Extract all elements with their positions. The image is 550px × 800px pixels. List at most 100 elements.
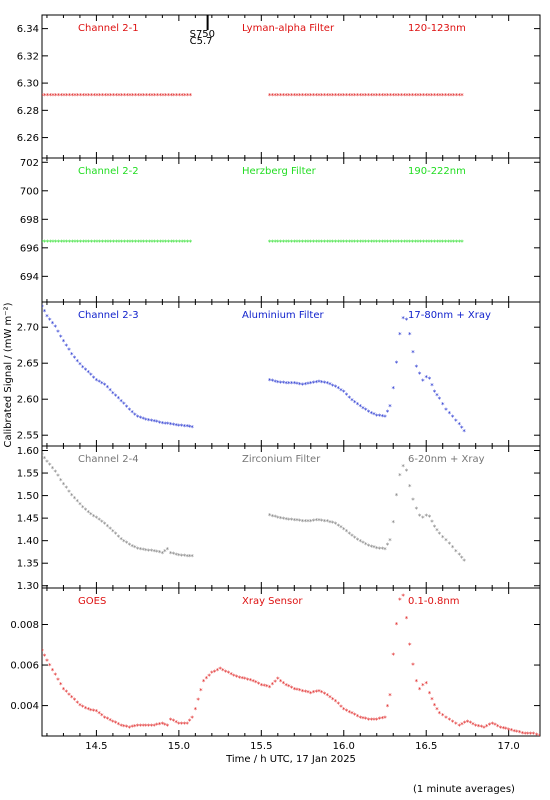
averaging-note: (1 minute averages)	[413, 784, 515, 795]
data-point: *	[78, 92, 82, 100]
data-point: *	[183, 92, 187, 100]
data-point: *	[419, 239, 423, 247]
data-point: *	[377, 545, 381, 553]
data-point: *	[267, 92, 271, 100]
data-point: *	[309, 380, 313, 388]
data-point: *	[408, 483, 412, 491]
data-point: *	[398, 472, 402, 480]
data-point: *	[147, 722, 151, 730]
data-point: *	[287, 683, 291, 691]
data-point: *	[447, 716, 451, 724]
data-point: *	[48, 239, 52, 247]
y-tick-label: 1.55	[17, 469, 39, 480]
data-point: *	[421, 515, 425, 523]
data-point: *	[300, 381, 304, 389]
data-point: *	[273, 678, 277, 686]
panel-label: 17-80nm + Xray	[408, 310, 491, 321]
data-point: *	[81, 92, 85, 100]
data-point: *	[165, 546, 169, 554]
data-point: *	[298, 381, 302, 389]
data-point: *	[40, 647, 44, 655]
data-point: *	[92, 513, 96, 521]
data-point: *	[48, 662, 52, 670]
data-point: *	[427, 514, 431, 522]
data-point: *	[133, 92, 137, 100]
data-point: *	[309, 239, 313, 247]
data-point: *	[105, 523, 109, 531]
data-point: *	[496, 723, 500, 731]
data-point: *	[402, 239, 406, 247]
data-point: *	[411, 662, 415, 670]
data-point: *	[320, 517, 324, 525]
data-point: *	[385, 542, 389, 550]
data-point: *	[361, 405, 365, 413]
data-point: *	[353, 399, 357, 407]
data-point: *	[142, 239, 146, 247]
data-point: *	[350, 397, 354, 405]
data-point: *	[404, 615, 408, 623]
y-tick-label: 2.60	[17, 395, 39, 406]
data-point: *	[287, 239, 291, 247]
data-point: *	[75, 498, 79, 506]
data-point: *	[369, 92, 373, 100]
data-point: *	[53, 324, 57, 332]
data-point: *	[391, 519, 395, 527]
data-point: *	[320, 689, 324, 697]
data-point: *	[350, 239, 354, 247]
data-point: *	[245, 676, 249, 684]
data-point: *	[432, 92, 436, 100]
data-point: *	[221, 667, 225, 675]
data-point: *	[306, 92, 310, 100]
data-point: *	[128, 239, 132, 247]
data-point: *	[97, 517, 101, 525]
data-point: *	[56, 473, 60, 481]
data-point: *	[186, 239, 190, 247]
data-point: *	[369, 716, 373, 724]
data-point: *	[292, 92, 296, 100]
data-point: *	[50, 465, 54, 473]
data-point: *	[388, 692, 392, 700]
data-point: *	[441, 92, 445, 100]
data-point: *	[342, 526, 346, 534]
data-point: *	[119, 398, 123, 406]
data-point: *	[441, 239, 445, 247]
data-point: *	[163, 420, 167, 428]
data-point: *	[441, 401, 445, 409]
data-point: *	[43, 239, 47, 247]
data-point: *	[306, 689, 310, 697]
y-tick-label: 2.70	[17, 323, 39, 334]
data-point: *	[75, 358, 79, 366]
data-point: *	[424, 92, 428, 100]
data-point: *	[160, 420, 164, 428]
data-point: *	[226, 670, 230, 678]
data-point: *	[61, 338, 65, 346]
data-point: *	[408, 92, 412, 100]
data-point: *	[432, 239, 436, 247]
series-1: ****************************************…	[267, 315, 466, 436]
data-point: *	[421, 378, 425, 386]
data-point: *	[388, 239, 392, 247]
data-point: *	[531, 730, 535, 738]
data-point: *	[399, 239, 403, 247]
data-point: *	[114, 720, 118, 728]
data-point: *	[418, 686, 422, 694]
y-tick-label: 1.45	[17, 514, 39, 525]
data-point: *	[435, 392, 439, 400]
data-point: *	[317, 688, 321, 696]
data-point: *	[487, 722, 491, 730]
data-point: *	[322, 691, 326, 699]
data-point: *	[437, 396, 441, 404]
data-point: *	[383, 239, 387, 247]
data-point: *	[364, 239, 368, 247]
data-point: *	[298, 687, 302, 695]
data-point: *	[295, 92, 299, 100]
panel-label: 6-20nm + Xray	[408, 454, 485, 465]
data-point: *	[284, 92, 288, 100]
data-point: *	[97, 710, 101, 718]
data-point: *	[172, 239, 176, 247]
data-point: *	[76, 92, 80, 100]
data-point: *	[507, 726, 511, 734]
y-tick-label: 6.32	[17, 51, 39, 62]
data-point: *	[122, 401, 126, 409]
data-point: *	[427, 239, 431, 247]
